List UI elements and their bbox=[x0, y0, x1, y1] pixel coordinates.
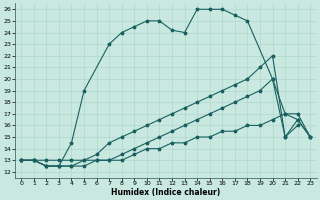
X-axis label: Humidex (Indice chaleur): Humidex (Indice chaleur) bbox=[111, 188, 220, 197]
